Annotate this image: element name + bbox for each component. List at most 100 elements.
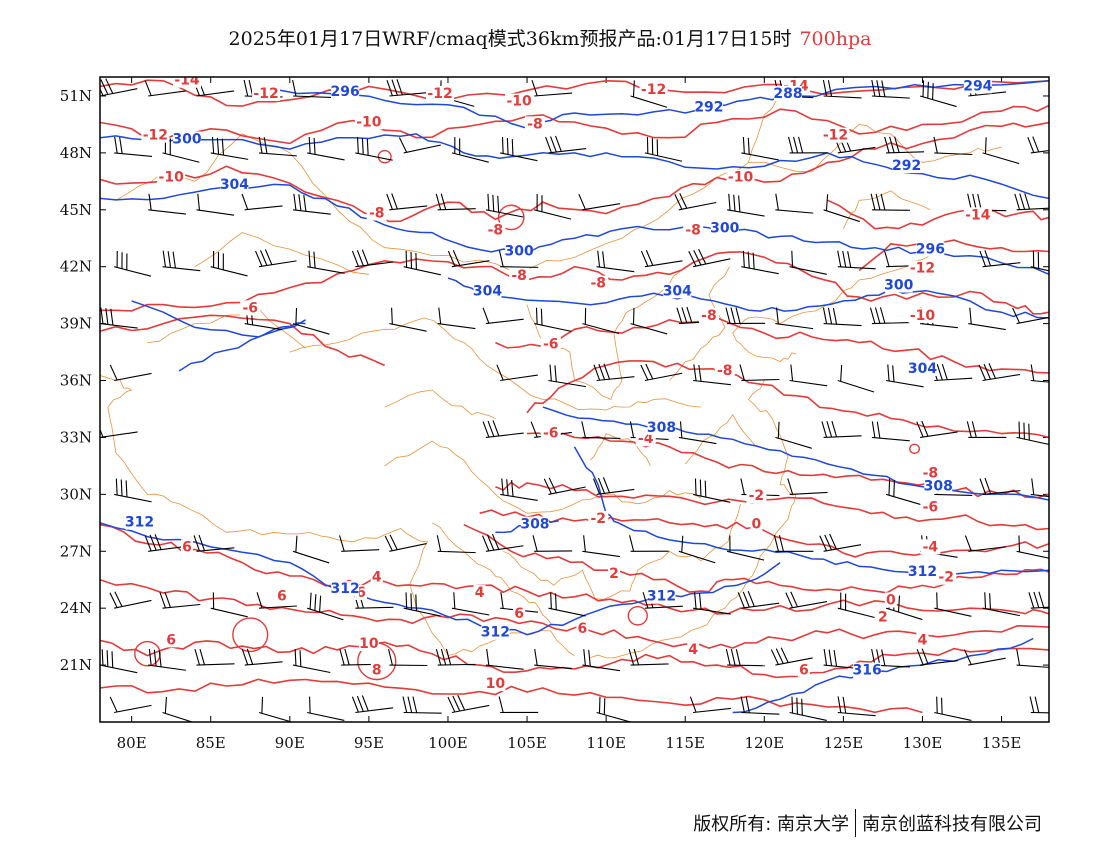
contour-label-bg (240, 300, 261, 316)
contour-label: 0 (752, 517, 762, 533)
wind-barb (1029, 696, 1049, 714)
wind-barb (725, 648, 766, 667)
contour-label: -2 (590, 511, 606, 527)
contour-label-bg (180, 539, 193, 555)
wind-barb (402, 696, 442, 714)
wind-barb (534, 194, 572, 220)
lat-tick-label: 36N (60, 372, 92, 390)
wind-barb (869, 307, 910, 325)
contour-label-bg (157, 169, 186, 185)
wind-barb (210, 592, 248, 618)
contour-label: -6 (543, 336, 559, 352)
geopotential-labels: 296 300 304 292 288 294 292 296 300 300 304 304 300 3… (125, 78, 993, 679)
wind-barb (148, 649, 186, 671)
wind-barb (689, 696, 731, 714)
border-line (194, 232, 369, 275)
isotherm-ring (627, 605, 648, 626)
contour-label: 304 (473, 283, 502, 299)
wind-barb (482, 307, 524, 325)
wind-barb (398, 137, 441, 154)
contour-label-bg (505, 93, 534, 109)
contour-label-bg (358, 636, 379, 652)
contour-label-bg (520, 516, 549, 532)
wind-barb (919, 80, 957, 108)
border-line (503, 503, 741, 600)
isotherm-line (526, 432, 1049, 499)
contour-label: 294 (963, 78, 992, 94)
contour-label: -6 (543, 426, 559, 442)
contour-label-bg (370, 662, 383, 678)
wind-barb (548, 592, 586, 617)
contour-label: 304 (908, 361, 937, 377)
contour-label-bg (908, 307, 937, 323)
wind-barb (307, 136, 345, 161)
wind-barb (674, 193, 717, 211)
contour-label-bg (252, 85, 281, 101)
wind-barb (498, 250, 539, 268)
contour-label: 296 (331, 84, 360, 100)
lat-tick-label: 51N (60, 87, 92, 105)
contour-label-bg (540, 425, 561, 441)
contour-label-bg (746, 488, 767, 504)
contour-label-bg (916, 241, 945, 257)
wind-barb (100, 78, 138, 97)
contour-label: 6 (578, 621, 588, 637)
wind-barb (307, 250, 345, 274)
isotherm-line (495, 317, 1049, 374)
contour-label: 312 (125, 515, 154, 531)
wind-barb (532, 535, 573, 552)
wind-barb (210, 136, 249, 160)
wind-barb (435, 193, 476, 211)
lat-tick-label: 30N (60, 485, 92, 503)
lon-tick-label: 115E (665, 734, 705, 752)
contour-label: 288 (773, 86, 802, 102)
contour-label-bg (821, 127, 850, 143)
wind-barb (916, 648, 958, 666)
wind-barb (482, 533, 524, 552)
wind-barb (534, 648, 573, 670)
wind-barb (737, 590, 780, 609)
wind-barb (678, 535, 716, 564)
wind-barb (258, 696, 296, 722)
contour-label-bg (473, 283, 502, 299)
contour-label-bg (125, 514, 154, 530)
wind-barb (194, 648, 235, 666)
contour-label: 300 (710, 221, 739, 237)
wind-barb (979, 250, 1021, 268)
contour-label: 316 (852, 663, 881, 679)
contour-label: -2 (749, 488, 765, 504)
contour-label-bg (331, 581, 360, 597)
wind-barb (630, 307, 668, 335)
border-line (590, 380, 797, 659)
contour-label-bg (853, 662, 882, 678)
wind-barb (582, 649, 621, 672)
wind-barb (500, 137, 538, 162)
contour-label: -8 (717, 363, 733, 379)
geopotential-line (732, 637, 1034, 714)
contour-label-bg (924, 478, 953, 494)
contour-label: 296 (916, 242, 945, 258)
contour-label: -8 (369, 205, 385, 221)
contour-label-bg (165, 632, 178, 648)
wind-barb (485, 193, 524, 218)
wind-barb (241, 193, 283, 211)
isotherm-line (100, 79, 1049, 107)
wind-barb (1014, 193, 1049, 211)
wind-barb (740, 696, 780, 715)
wind-barb (545, 135, 587, 154)
wind-barb (258, 136, 297, 157)
geopotential-line (573, 446, 1049, 576)
plot-frame (99, 76, 1050, 723)
isotherm-ring (134, 640, 161, 667)
lat-tick-label: 45N (60, 201, 92, 219)
lat-tick-label: 39N (60, 315, 92, 333)
wind-barb (1016, 421, 1049, 447)
lat-tick-label: 21N (60, 656, 92, 674)
wind-barb (256, 592, 297, 609)
geopotential-line (542, 406, 1049, 501)
title-main: 2025年01月17日WRF/cmaq模式36km预报产品:01月17日15时 (228, 28, 792, 50)
wind-barb (100, 421, 138, 438)
wind-barb (640, 250, 683, 268)
contour-label: 304 (220, 177, 249, 193)
